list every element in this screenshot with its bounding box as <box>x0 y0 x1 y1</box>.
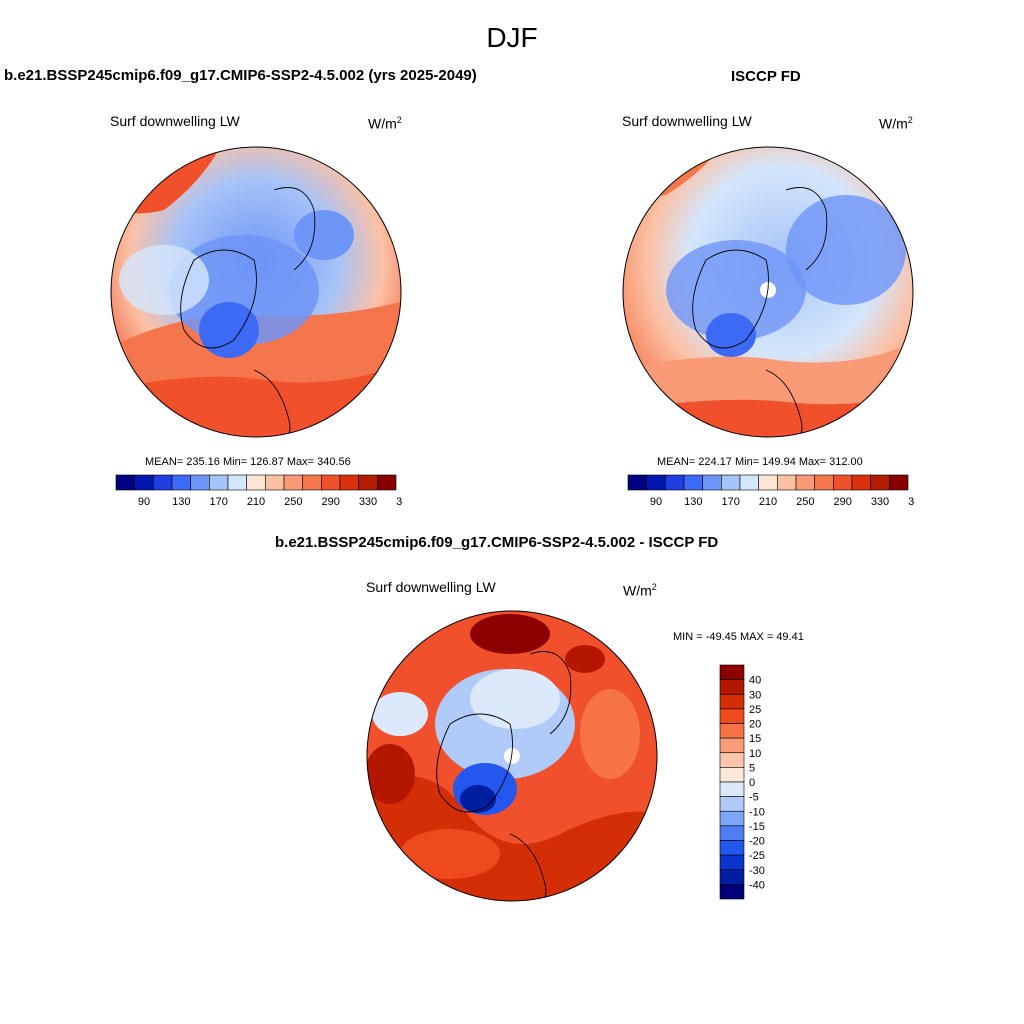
diff-panel-title: b.e21.BSSP245cmip6.f09_g17.CMIP6-SSP2-4.… <box>275 534 719 551</box>
diff-units-label: W/m2 <box>623 582 657 599</box>
obs-colorbar-swatch <box>758 474 778 491</box>
obs-variable-label: Surf downwelling LW <box>622 113 752 129</box>
diff-colorbar-tick-label: -15 <box>749 821 765 833</box>
obs-colorbar-tick-label: 210 <box>759 496 777 508</box>
diff-colorbar-tick-label: 15 <box>749 733 761 745</box>
model-colorbar-swatch <box>339 474 359 491</box>
diff-colorbar-tick-label: -30 <box>749 865 765 877</box>
diff-colorbar-swatch <box>719 737 745 754</box>
model-colorbar-swatch <box>190 474 210 491</box>
model-colorbar-swatch <box>209 474 229 491</box>
model-colorbar-tick-label: 170 <box>209 496 227 508</box>
obs-colorbar-swatch <box>683 474 703 491</box>
diff-colorbar-swatch <box>719 767 745 783</box>
diff-colorbar-tick-label: -20 <box>749 836 765 848</box>
diff-colorbar-tick-label: 20 <box>749 719 761 731</box>
model-colorbar-swatch <box>134 474 154 491</box>
obs-colorbar-swatch <box>851 474 871 491</box>
obs-colorbar-swatch <box>721 474 741 491</box>
diff-variable-label: Surf downwelling LW <box>366 579 496 595</box>
diff-colorbar-tick-label: 25 <box>749 704 761 716</box>
diff-colorbar-tick-label: 5 <box>749 762 755 774</box>
obs-colorbar-swatch <box>814 474 834 491</box>
model-colorbar-tick-label: 330 <box>359 496 377 508</box>
model-colorbar-tick-label: 370 <box>396 496 402 508</box>
model-colorbar-swatch <box>321 474 341 491</box>
model-colorbar: 90 130 170 210 250 290 330 370 <box>115 474 402 508</box>
obs-colorbar-swatch <box>646 474 666 491</box>
obs-colorbar: 90 130 170 210 250 290 330 370 <box>627 474 914 508</box>
diff-colorbar-swatch <box>719 825 745 841</box>
model-units-label: W/m2 <box>368 115 402 132</box>
model-colorbar-tick-label: 290 <box>321 496 339 508</box>
diff-colorbar-tick-label: 0 <box>749 777 755 789</box>
model-variable-label: Surf downwelling LW <box>110 113 240 129</box>
diff-colorbar-swatch <box>719 723 745 739</box>
model-polar-map <box>110 146 402 438</box>
model-colorbar-swatch <box>358 474 378 491</box>
obs-colorbar-tick-label: 170 <box>721 496 739 508</box>
obs-colorbar-swatch <box>795 474 815 491</box>
obs-colorbar-swatch <box>777 474 797 491</box>
diff-colorbar-tick-label: 30 <box>749 689 761 701</box>
diff-colorbar-swatch <box>719 840 745 856</box>
diff-colorbar-tick-label: -25 <box>749 850 765 862</box>
obs-colorbar-swatch <box>665 474 685 491</box>
obs-colorbar-swatch <box>870 474 890 491</box>
diff-colorbar-swatch <box>719 693 745 710</box>
model-colorbar-swatch <box>302 474 322 491</box>
obs-colorbar-swatch <box>889 474 909 491</box>
diff-colorbar-swatch <box>719 752 745 768</box>
model-colorbar-tick-label: 90 <box>138 496 150 508</box>
diff-colorbar-tick-label: -10 <box>749 806 765 818</box>
model-stats-text: MEAN= 235.16 Min= 126.87 Max= 340.56 <box>145 456 351 468</box>
diff-colorbar-tick-label: -5 <box>749 792 759 804</box>
model-panel-title: b.e21.BSSP245cmip6.f09_g17.CMIP6-SSP2-4.… <box>4 67 477 84</box>
obs-colorbar-tick-label: 90 <box>650 496 662 508</box>
obs-colorbar-swatch <box>833 474 853 491</box>
obs-panel-title: ISCCP FD <box>731 68 801 85</box>
diff-stats-text: MIN = -49.45 MAX = 49.41 <box>673 631 804 643</box>
model-colorbar-swatch <box>171 474 191 491</box>
obs-colorbar-tick-label: 370 <box>908 496 914 508</box>
diff-colorbar-swatch <box>719 708 745 724</box>
model-colorbar-swatch <box>115 474 135 491</box>
diff-colorbar-swatch <box>719 781 745 797</box>
obs-stats-text: MEAN= 224.17 Min= 149.94 Max= 312.00 <box>657 456 863 468</box>
diff-colorbar-swatch <box>719 810 745 827</box>
model-colorbar-tick-label: 210 <box>247 496 265 508</box>
obs-colorbar-tick-label: 250 <box>796 496 814 508</box>
diff-colorbar-swatch <box>719 854 745 871</box>
model-colorbar-swatch <box>227 474 247 491</box>
page-title: DJF <box>486 22 538 53</box>
model-colorbar-swatch <box>265 474 285 491</box>
diff-colorbar: 40 30 25 20 15 10 5 0 -5 -10 -15 -20 -25 -30 -40 <box>719 664 765 900</box>
diff-colorbar-swatch <box>719 869 745 885</box>
model-colorbar-swatch <box>246 474 266 491</box>
diff-colorbar-swatch <box>719 664 745 680</box>
obs-colorbar-tick-label: 330 <box>871 496 889 508</box>
diff-colorbar-tick-label: 40 <box>749 675 761 687</box>
model-colorbar-swatch <box>153 474 173 491</box>
diff-colorbar-swatch <box>719 796 745 812</box>
obs-colorbar-swatch <box>627 474 647 491</box>
diff-polar-map <box>366 610 658 902</box>
obs-polar-map <box>622 146 914 438</box>
diff-colorbar-tick-label: -40 <box>749 879 765 891</box>
model-colorbar-tick-label: 130 <box>172 496 190 508</box>
diff-colorbar-swatch <box>719 679 745 695</box>
obs-colorbar-tick-label: 130 <box>684 496 702 508</box>
obs-units-label: W/m2 <box>879 115 913 132</box>
obs-colorbar-swatch <box>702 474 722 491</box>
obs-colorbar-tick-label: 290 <box>833 496 851 508</box>
model-colorbar-swatch <box>283 474 303 491</box>
diff-colorbar-tick-label: 10 <box>749 748 761 760</box>
model-colorbar-tick-label: 250 <box>284 496 302 508</box>
model-colorbar-swatch <box>377 474 397 491</box>
obs-colorbar-swatch <box>739 474 759 491</box>
diff-colorbar-swatch <box>719 884 745 900</box>
